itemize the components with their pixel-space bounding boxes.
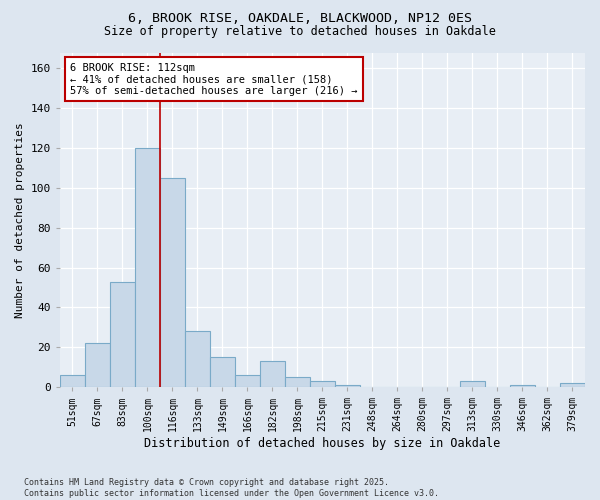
Bar bbox=[185, 332, 210, 387]
X-axis label: Distribution of detached houses by size in Oakdale: Distribution of detached houses by size … bbox=[144, 437, 500, 450]
Bar bbox=[160, 178, 185, 387]
Bar bbox=[510, 385, 535, 387]
Bar bbox=[285, 377, 310, 387]
Bar bbox=[460, 381, 485, 387]
Bar bbox=[260, 362, 285, 387]
Bar bbox=[110, 282, 135, 387]
Bar bbox=[235, 375, 260, 387]
Text: Contains HM Land Registry data © Crown copyright and database right 2025.
Contai: Contains HM Land Registry data © Crown c… bbox=[24, 478, 439, 498]
Text: 6 BROOK RISE: 112sqm
← 41% of detached houses are smaller (158)
57% of semi-deta: 6 BROOK RISE: 112sqm ← 41% of detached h… bbox=[70, 62, 358, 96]
Bar bbox=[135, 148, 160, 387]
Bar bbox=[85, 344, 110, 387]
Bar bbox=[60, 375, 85, 387]
Text: 6, BROOK RISE, OAKDALE, BLACKWOOD, NP12 0ES: 6, BROOK RISE, OAKDALE, BLACKWOOD, NP12 … bbox=[128, 12, 472, 26]
Bar bbox=[335, 385, 360, 387]
Bar bbox=[210, 358, 235, 387]
Bar bbox=[560, 383, 585, 387]
Bar bbox=[310, 381, 335, 387]
Text: Size of property relative to detached houses in Oakdale: Size of property relative to detached ho… bbox=[104, 25, 496, 38]
Y-axis label: Number of detached properties: Number of detached properties bbox=[15, 122, 25, 318]
